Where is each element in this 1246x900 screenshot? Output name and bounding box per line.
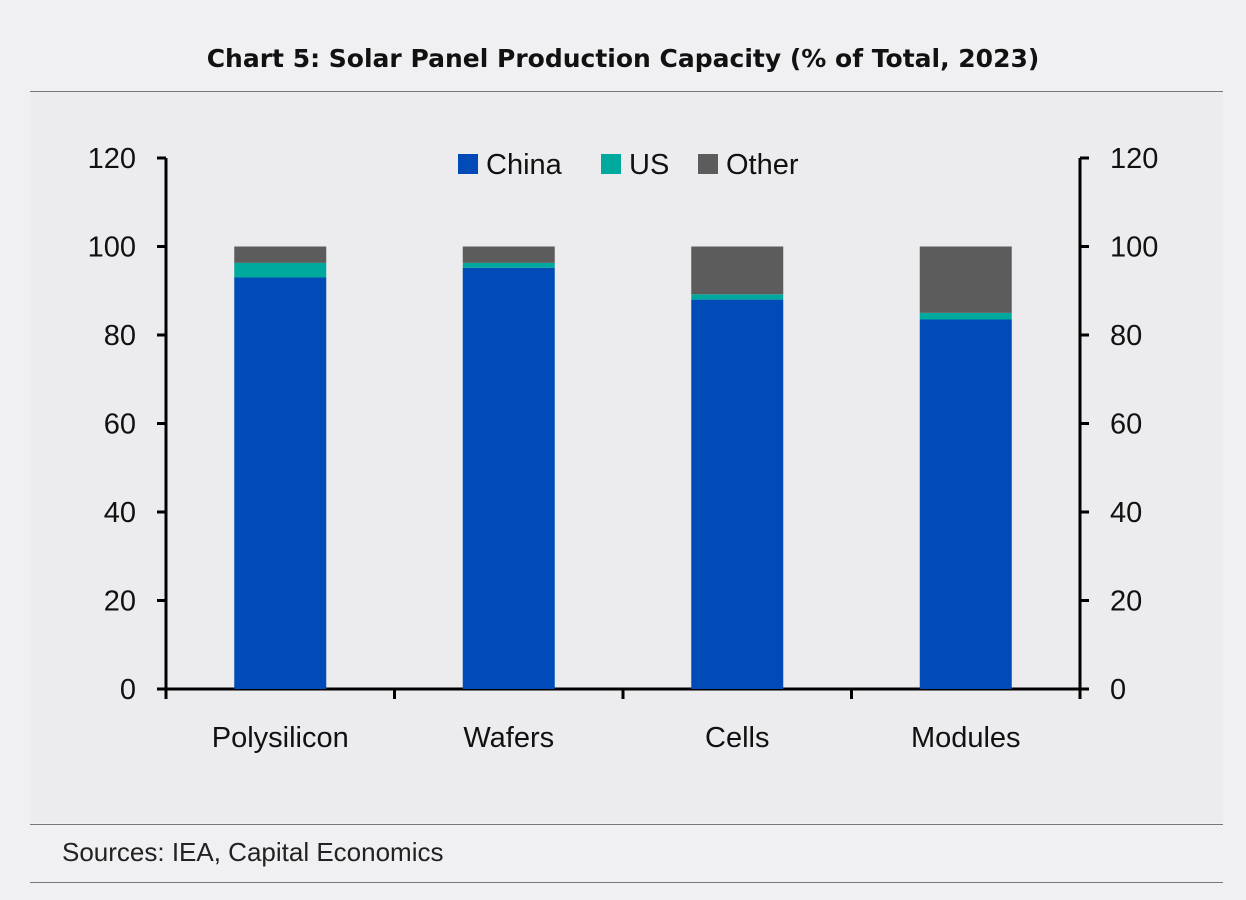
legend-swatch-us [601, 154, 621, 174]
bar-other-cells [691, 246, 784, 295]
x-tick-label: Wafers [463, 722, 554, 754]
bar-china-polysilicon [234, 277, 327, 689]
bar-china-cells [691, 299, 784, 689]
right-y-tick-label: 60 [1110, 409, 1142, 441]
chart-title: Chart 5: Solar Panel Production Capacity… [206, 44, 1040, 73]
bar-china-wafers [462, 267, 555, 689]
bar-us-cells [691, 294, 784, 300]
right-y-tick-label: 120 [1110, 143, 1158, 175]
legend-swatch-other [698, 154, 718, 174]
right-y-tick-label: 100 [1110, 232, 1158, 264]
top-divider [30, 91, 1223, 92]
x-tick-label: Polysilicon [212, 722, 349, 754]
left-y-tick-label: 120 [88, 143, 136, 175]
bar-us-wafers [462, 262, 555, 268]
legend-label-other: Other [726, 149, 799, 181]
x-tick-label: Cells [705, 722, 769, 754]
right-y-tick-label: 20 [1110, 586, 1142, 618]
left-y-tick-label: 80 [104, 320, 136, 352]
x-tick-label: Modules [911, 722, 1021, 754]
left-y-tick-label: 100 [88, 232, 136, 264]
left-y-tick-label: 20 [104, 586, 136, 618]
bottom-divider [30, 882, 1223, 883]
source-note: Sources: IEA, Capital Economics [62, 837, 444, 867]
legend-label-us: US [629, 149, 669, 181]
chart-area: 0 0 20 20 40 40 60 60 80 80 100 100 120 120 Polysilico… [30, 92, 1223, 823]
right-y-tick-label: 40 [1110, 497, 1142, 529]
left-y-tick-label: 40 [104, 497, 136, 529]
right-y-tick-label: 80 [1110, 320, 1142, 352]
left-y-tick-label: 60 [104, 409, 136, 441]
stacked-bar-chart: 0 0 20 20 40 40 60 60 80 80 100 100 120 120 Polysilico… [88, 143, 1159, 754]
bar-other-polysilicon [234, 246, 327, 263]
legend-swatch-china [458, 154, 478, 174]
left-y-tick-label: 0 [120, 674, 136, 706]
bar-us-polysilicon [234, 262, 327, 278]
bar-china-modules [919, 319, 1012, 689]
middle-divider [30, 824, 1223, 825]
bar-other-wafers [462, 246, 555, 263]
right-y-tick-label: 0 [1110, 674, 1126, 706]
legend-label-china: China [486, 149, 563, 181]
bar-other-modules [919, 246, 1012, 313]
bar-us-modules [919, 312, 1012, 320]
